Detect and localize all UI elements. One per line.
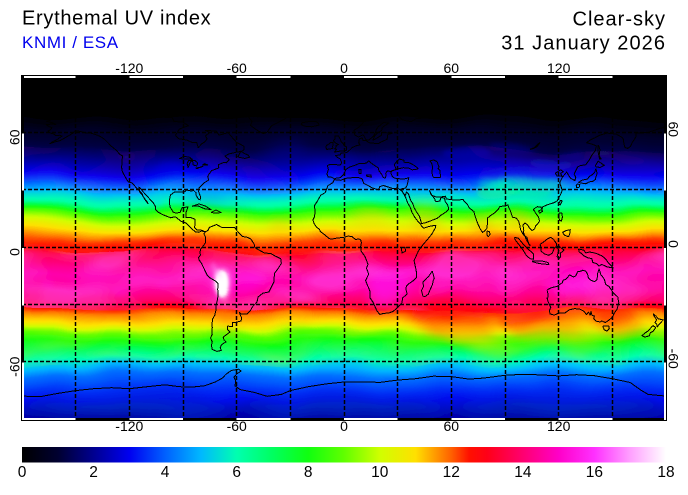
svg-text:6: 6	[232, 464, 241, 481]
svg-text:4: 4	[161, 464, 170, 481]
svg-text:0: 0	[340, 60, 348, 76]
svg-text:-60: -60	[227, 60, 247, 76]
svg-text:KNMI / ESA: KNMI / ESA	[22, 33, 119, 52]
svg-text:0: 0	[7, 248, 23, 256]
svg-text:Clear-sky: Clear-sky	[573, 9, 666, 31]
svg-text:12: 12	[443, 464, 460, 481]
svg-text:120: 120	[547, 60, 571, 76]
svg-text:60: 60	[444, 418, 460, 434]
svg-text:0: 0	[666, 240, 682, 248]
svg-text:-60: -60	[7, 356, 23, 376]
svg-text:0: 0	[340, 418, 348, 434]
svg-text:16: 16	[586, 464, 603, 481]
svg-text:60: 60	[7, 129, 23, 145]
svg-text:-120: -120	[115, 418, 143, 434]
svg-text:60: 60	[444, 60, 460, 76]
svg-text:-60: -60	[227, 418, 247, 434]
svg-text:31 January 2026: 31 January 2026	[501, 33, 666, 55]
svg-text:60: 60	[666, 122, 682, 138]
svg-text:Erythemal UV index: Erythemal UV index	[22, 7, 211, 29]
svg-text:-60: -60	[666, 349, 682, 369]
svg-text:14: 14	[514, 464, 532, 481]
svg-text:2: 2	[89, 464, 98, 481]
svg-text:-120: -120	[115, 60, 143, 76]
svg-text:0: 0	[18, 464, 27, 481]
svg-text:10: 10	[371, 464, 389, 481]
svg-text:8: 8	[304, 464, 313, 481]
svg-text:18: 18	[657, 464, 674, 481]
svg-text:120: 120	[547, 418, 571, 434]
